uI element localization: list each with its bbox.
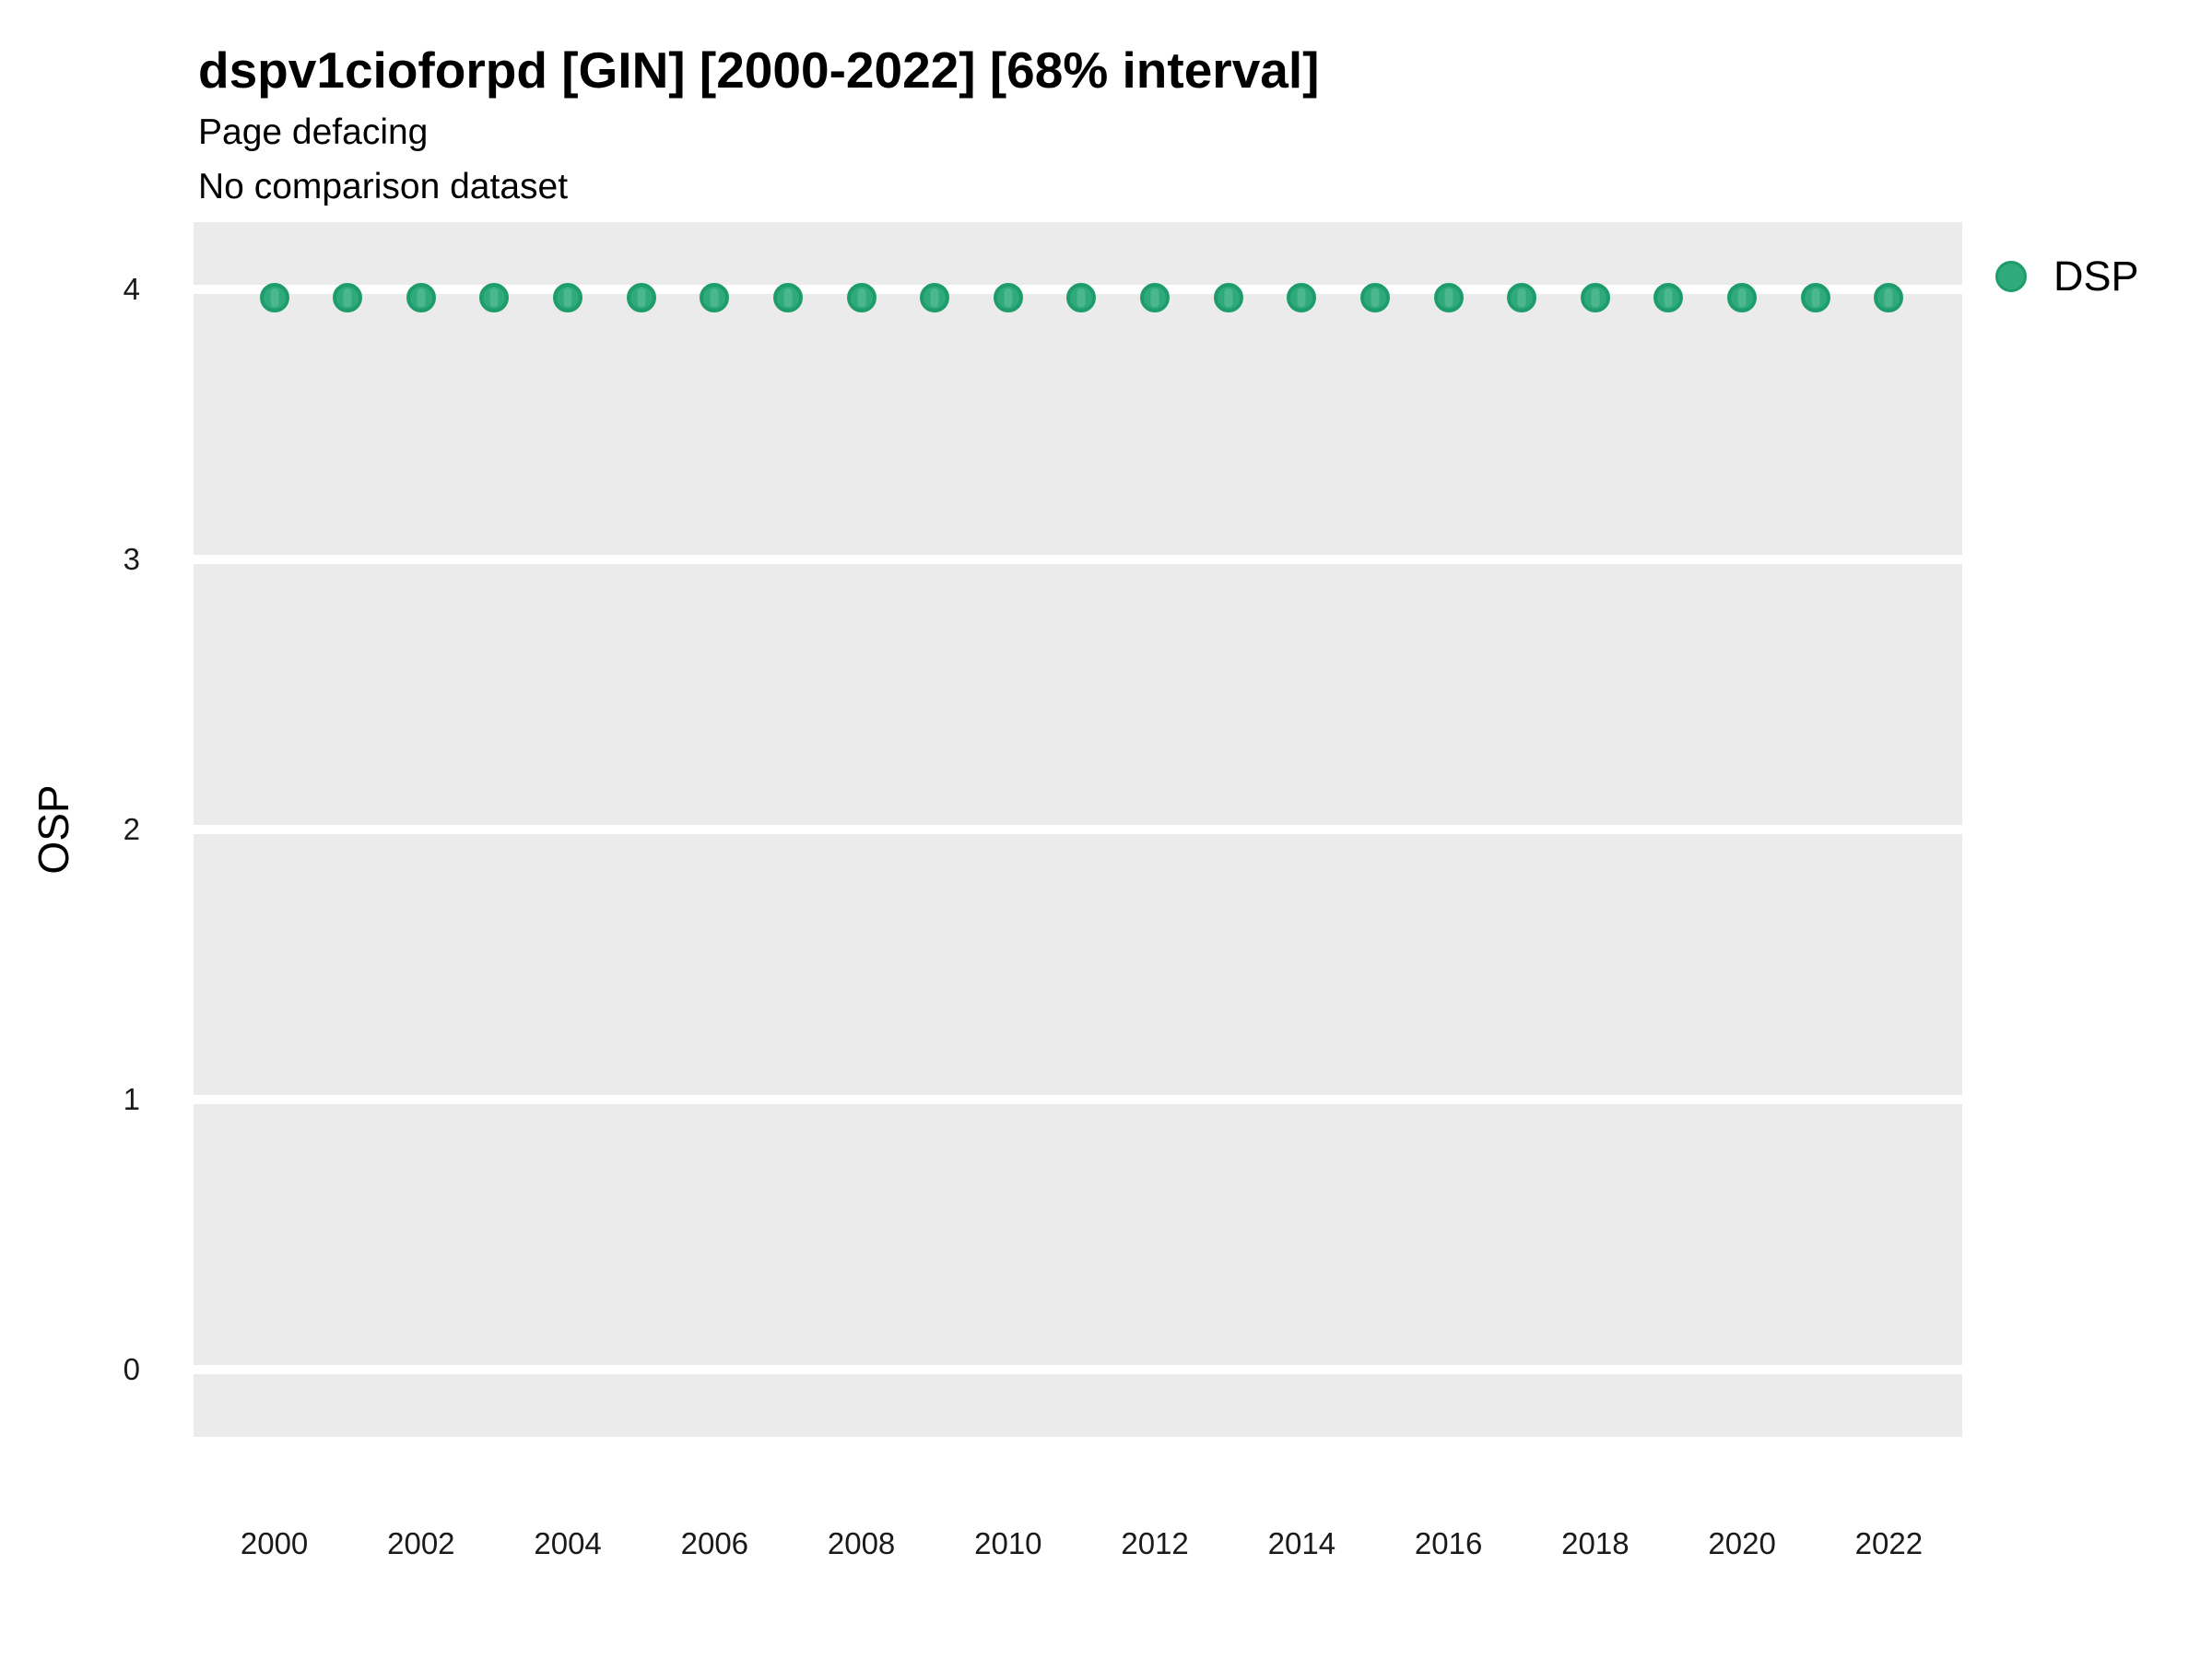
y-tick-label-1: 1 bbox=[123, 1081, 140, 1116]
interval-line bbox=[1664, 288, 1673, 307]
interval-line bbox=[1297, 288, 1306, 307]
data-point-dsp-2008 bbox=[846, 283, 877, 312]
interval-line bbox=[1591, 288, 1600, 307]
interval-line bbox=[1444, 288, 1453, 307]
data-point-dsp-2009 bbox=[920, 283, 950, 312]
x-tick-label-2008: 2008 bbox=[827, 1526, 896, 1560]
interval-line bbox=[783, 288, 793, 307]
data-point-dsp-2017 bbox=[1507, 283, 1537, 312]
interval-line bbox=[270, 288, 279, 307]
data-point-dsp-2011 bbox=[1066, 283, 1097, 312]
major-gridline-y-1 bbox=[194, 1094, 1962, 1104]
data-point-dsp-2003 bbox=[479, 283, 510, 312]
data-point-dsp-2015 bbox=[1359, 283, 1390, 312]
interval-line bbox=[1811, 288, 1820, 307]
interval-line bbox=[489, 288, 499, 307]
x-tick-label-2006: 2006 bbox=[680, 1526, 749, 1560]
x-tick-label-2014: 2014 bbox=[1267, 1526, 1336, 1560]
data-point-dsp-2022 bbox=[1874, 283, 1904, 312]
x-tick-label-2020: 2020 bbox=[1708, 1526, 1776, 1560]
chart-title: dspv1cioforpd [GIN] [2000-2022] [68% int… bbox=[198, 41, 1320, 99]
interval-line bbox=[857, 288, 866, 307]
interval-line bbox=[930, 288, 939, 307]
data-point-dsp-2014 bbox=[1287, 283, 1317, 312]
x-tick-label-2018: 2018 bbox=[1561, 1526, 1630, 1560]
plot-panel bbox=[194, 222, 1962, 1437]
x-tick-label-2010: 2010 bbox=[974, 1526, 1042, 1560]
interval-line bbox=[1737, 288, 1747, 307]
interval-line bbox=[563, 288, 572, 307]
interval-line bbox=[1004, 288, 1013, 307]
interval-line bbox=[1884, 288, 1893, 307]
data-point-dsp-2019 bbox=[1653, 283, 1684, 312]
chart-subtitle: Page defacing bbox=[198, 112, 429, 152]
chart-note: No comparison dataset bbox=[198, 167, 569, 206]
y-tick-label-0: 0 bbox=[123, 1351, 140, 1386]
y-tick-label-3: 3 bbox=[123, 542, 140, 577]
interval-line bbox=[1150, 288, 1159, 307]
data-point-dsp-2018 bbox=[1580, 283, 1610, 312]
interval-line bbox=[343, 288, 352, 307]
legend-label-dsp: DSP bbox=[2053, 253, 2139, 300]
x-tick-label-2016: 2016 bbox=[1414, 1526, 1483, 1560]
major-gridline-y-2 bbox=[194, 825, 1962, 834]
y-tick-label-4: 4 bbox=[123, 272, 140, 307]
interval-line bbox=[1224, 288, 1233, 307]
data-point-dsp-2001 bbox=[333, 283, 363, 312]
interval-line bbox=[1517, 288, 1526, 307]
x-tick-label-2012: 2012 bbox=[1121, 1526, 1189, 1560]
major-gridline-y-3 bbox=[194, 555, 1962, 565]
data-point-dsp-2021 bbox=[1800, 283, 1830, 312]
interval-line bbox=[1077, 288, 1086, 307]
data-point-dsp-2002 bbox=[406, 283, 436, 312]
interval-line bbox=[417, 288, 426, 307]
x-tick-label-2004: 2004 bbox=[534, 1526, 602, 1560]
x-tick-label-2022: 2022 bbox=[1854, 1526, 1924, 1560]
data-point-dsp-2012 bbox=[1140, 283, 1171, 312]
legend-marker-dsp bbox=[1995, 261, 2027, 292]
data-point-dsp-2010 bbox=[993, 283, 1023, 312]
data-point-dsp-2006 bbox=[700, 283, 730, 312]
data-point-dsp-2005 bbox=[626, 283, 656, 312]
data-point-dsp-2007 bbox=[772, 283, 803, 312]
data-point-dsp-2004 bbox=[553, 283, 583, 312]
y-tick-label-2: 2 bbox=[123, 812, 140, 846]
data-point-dsp-2020 bbox=[1727, 283, 1758, 312]
data-point-dsp-2000 bbox=[259, 283, 289, 312]
interval-line bbox=[637, 288, 646, 307]
x-tick-label-2000: 2000 bbox=[240, 1526, 309, 1560]
data-point-dsp-2013 bbox=[1213, 283, 1243, 312]
x-tick-label-2002: 2002 bbox=[387, 1526, 455, 1560]
data-point-dsp-2016 bbox=[1433, 283, 1464, 312]
interval-line bbox=[710, 288, 719, 307]
major-gridline-y-0 bbox=[194, 1364, 1962, 1374]
interval-line bbox=[1371, 288, 1380, 307]
